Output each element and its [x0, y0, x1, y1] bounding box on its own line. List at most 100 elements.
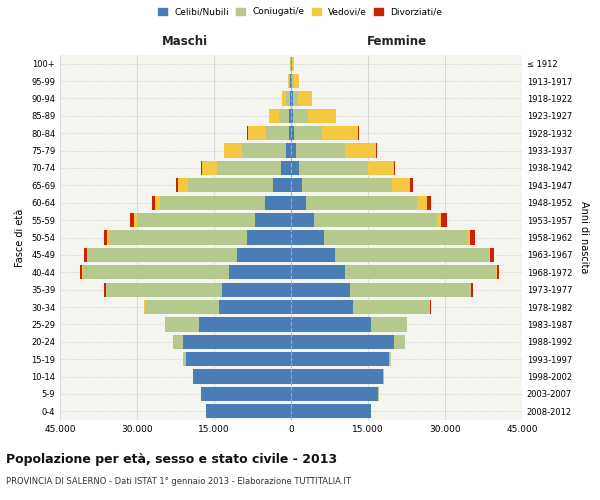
Bar	[497, 265, 499, 280]
Bar	[353, 300, 430, 314]
Bar	[335, 248, 488, 262]
Bar	[87, 248, 88, 262]
Bar	[265, 196, 291, 210]
Bar	[104, 230, 107, 244]
Bar	[80, 265, 82, 280]
Bar	[173, 334, 183, 349]
Bar	[152, 196, 155, 210]
Bar	[292, 74, 293, 88]
Bar	[137, 213, 255, 227]
Bar	[291, 282, 350, 297]
Bar	[199, 318, 291, 332]
Bar	[307, 196, 417, 210]
Bar	[84, 248, 87, 262]
Bar	[106, 282, 222, 297]
Bar	[345, 144, 376, 158]
Bar	[289, 126, 291, 140]
Bar	[281, 161, 291, 175]
Bar	[291, 92, 293, 106]
Bar	[82, 265, 83, 280]
Text: Femmine: Femmine	[367, 34, 427, 48]
Bar	[488, 248, 490, 262]
Bar	[392, 178, 410, 192]
Bar	[291, 74, 292, 88]
Bar	[237, 248, 291, 262]
Bar	[417, 196, 427, 210]
Bar	[394, 161, 395, 175]
Bar	[291, 126, 294, 140]
Bar	[165, 318, 199, 332]
Bar	[186, 352, 291, 366]
Bar	[470, 230, 475, 244]
Text: Maschi: Maschi	[161, 34, 208, 48]
Bar	[490, 248, 494, 262]
Bar	[247, 230, 291, 244]
Bar	[291, 178, 302, 192]
Bar	[291, 334, 394, 349]
Bar	[83, 265, 229, 280]
Bar	[206, 404, 291, 418]
Bar	[291, 196, 307, 210]
Bar	[291, 230, 325, 244]
Bar	[291, 108, 293, 123]
Bar	[291, 370, 383, 384]
Bar	[293, 108, 308, 123]
Bar	[248, 126, 266, 140]
Bar	[217, 161, 281, 175]
Bar	[296, 144, 345, 158]
Bar	[107, 230, 109, 244]
Bar	[291, 161, 299, 175]
Bar	[286, 92, 290, 106]
Bar	[183, 352, 186, 366]
Y-axis label: Fasce di età: Fasce di età	[16, 208, 25, 266]
Bar	[130, 213, 134, 227]
Bar	[345, 265, 496, 280]
Bar	[109, 230, 247, 244]
Bar	[289, 74, 290, 88]
Legend: Celibi/Nubili, Coniugati/e, Vedovi/e, Divorziati/e: Celibi/Nubili, Coniugati/e, Vedovi/e, Di…	[155, 4, 445, 19]
Bar	[291, 144, 296, 158]
Bar	[299, 161, 368, 175]
Bar	[293, 74, 299, 88]
Bar	[291, 352, 389, 366]
Bar	[134, 213, 137, 227]
Bar	[291, 300, 353, 314]
Bar	[266, 126, 289, 140]
Bar	[178, 178, 188, 192]
Bar	[308, 108, 336, 123]
Bar	[183, 334, 291, 349]
Bar	[430, 300, 431, 314]
Bar	[291, 265, 345, 280]
Bar	[291, 387, 378, 401]
Bar	[145, 300, 219, 314]
Bar	[202, 161, 217, 175]
Bar	[219, 300, 291, 314]
Bar	[389, 352, 391, 366]
Bar	[471, 282, 473, 297]
Bar	[291, 318, 371, 332]
Bar	[269, 108, 279, 123]
Y-axis label: Anni di nascita: Anni di nascita	[579, 202, 589, 274]
Bar	[288, 74, 289, 88]
Bar	[291, 213, 314, 227]
Bar	[314, 213, 437, 227]
Bar	[293, 92, 298, 106]
Bar	[229, 265, 291, 280]
Text: PROVINCIA DI SALERNO - Dati ISTAT 1° gennaio 2013 - Elaborazione TUTTITALIA.IT: PROVINCIA DI SALERNO - Dati ISTAT 1° gen…	[6, 478, 351, 486]
Bar	[290, 92, 291, 106]
Bar	[282, 92, 286, 106]
Bar	[322, 126, 358, 140]
Bar	[291, 404, 371, 418]
Bar	[201, 387, 291, 401]
Bar	[222, 282, 291, 297]
Bar	[160, 196, 265, 210]
Bar	[442, 213, 446, 227]
Bar	[104, 282, 106, 297]
Bar	[286, 144, 291, 158]
Bar	[242, 144, 286, 158]
Text: Popolazione per età, sesso e stato civile - 2013: Popolazione per età, sesso e stato civil…	[6, 452, 337, 466]
Bar	[292, 56, 293, 71]
Bar	[468, 230, 470, 244]
Bar	[255, 213, 291, 227]
Bar	[88, 248, 237, 262]
